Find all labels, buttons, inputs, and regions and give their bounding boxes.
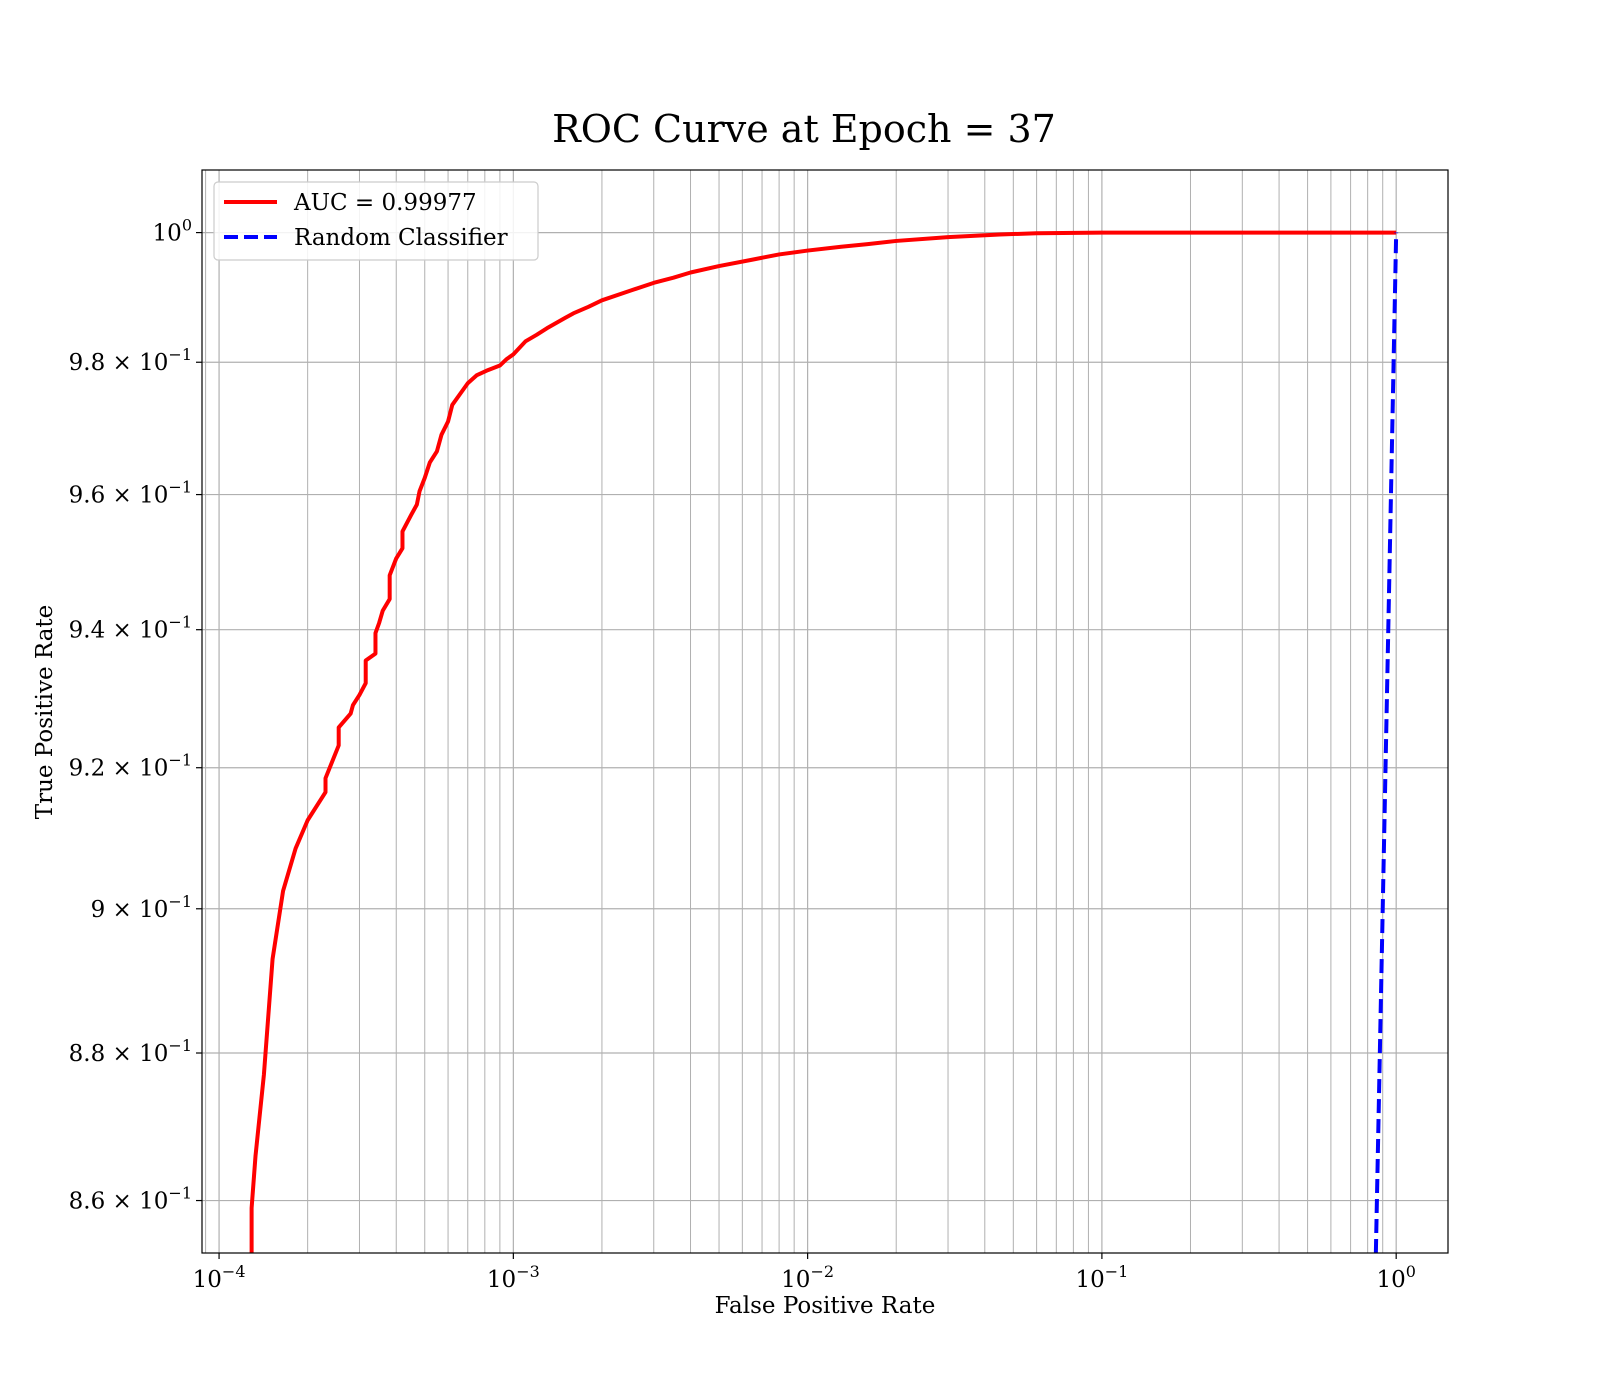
y-tick-label: 100 bbox=[153, 216, 192, 247]
y-axis-label: True Positive Rate bbox=[32, 605, 58, 820]
y-tick-label: 9.4 × 10−1 bbox=[69, 613, 192, 644]
plot-lines bbox=[249, 230, 1399, 1254]
legend-label-random: Random Classifier bbox=[294, 225, 508, 251]
x-tick-labels: 10−4 10−3 10−2 10−1 100 bbox=[193, 1253, 1416, 1293]
y-tick-label: 9 × 10−1 bbox=[91, 892, 192, 923]
chart-title: ROC Curve at Epoch = 37 bbox=[552, 107, 1056, 151]
x-axis-label: False Positive Rate bbox=[715, 1293, 936, 1319]
random-classifier-line bbox=[1373, 232, 1399, 1254]
y-tick-label: 9.2 × 10−1 bbox=[69, 751, 192, 782]
axes-frame bbox=[201, 169, 1449, 1254]
legend-label-auc: AUC = 0.99977 bbox=[293, 190, 477, 216]
y-tick-label: 9.8 × 10−1 bbox=[69, 345, 192, 376]
x-tick-label: 10−3 bbox=[487, 1262, 540, 1293]
y-tick-labels: 100 9.8 × 10−1 9.6 × 10−1 9.4 × 10−1 9.2 × 1… bbox=[69, 216, 202, 1215]
y-tick-label: 9.6 × 10−1 bbox=[69, 478, 192, 509]
x-tick-label: 100 bbox=[1376, 1262, 1415, 1293]
legend-box bbox=[213, 181, 539, 261]
y-tick-label: 8.6 × 10−1 bbox=[69, 1184, 192, 1215]
y-tick-label: 8.8 × 10−1 bbox=[69, 1036, 192, 1067]
grid-lines bbox=[202, 170, 1448, 1253]
roc-curve bbox=[249, 230, 1397, 1253]
x-tick-label: 10−1 bbox=[1075, 1262, 1128, 1293]
x-tick-label: 10−4 bbox=[193, 1262, 246, 1293]
legend: AUC = 0.99977 Random Classifier bbox=[213, 181, 539, 261]
x-tick-label: 10−2 bbox=[781, 1262, 834, 1293]
